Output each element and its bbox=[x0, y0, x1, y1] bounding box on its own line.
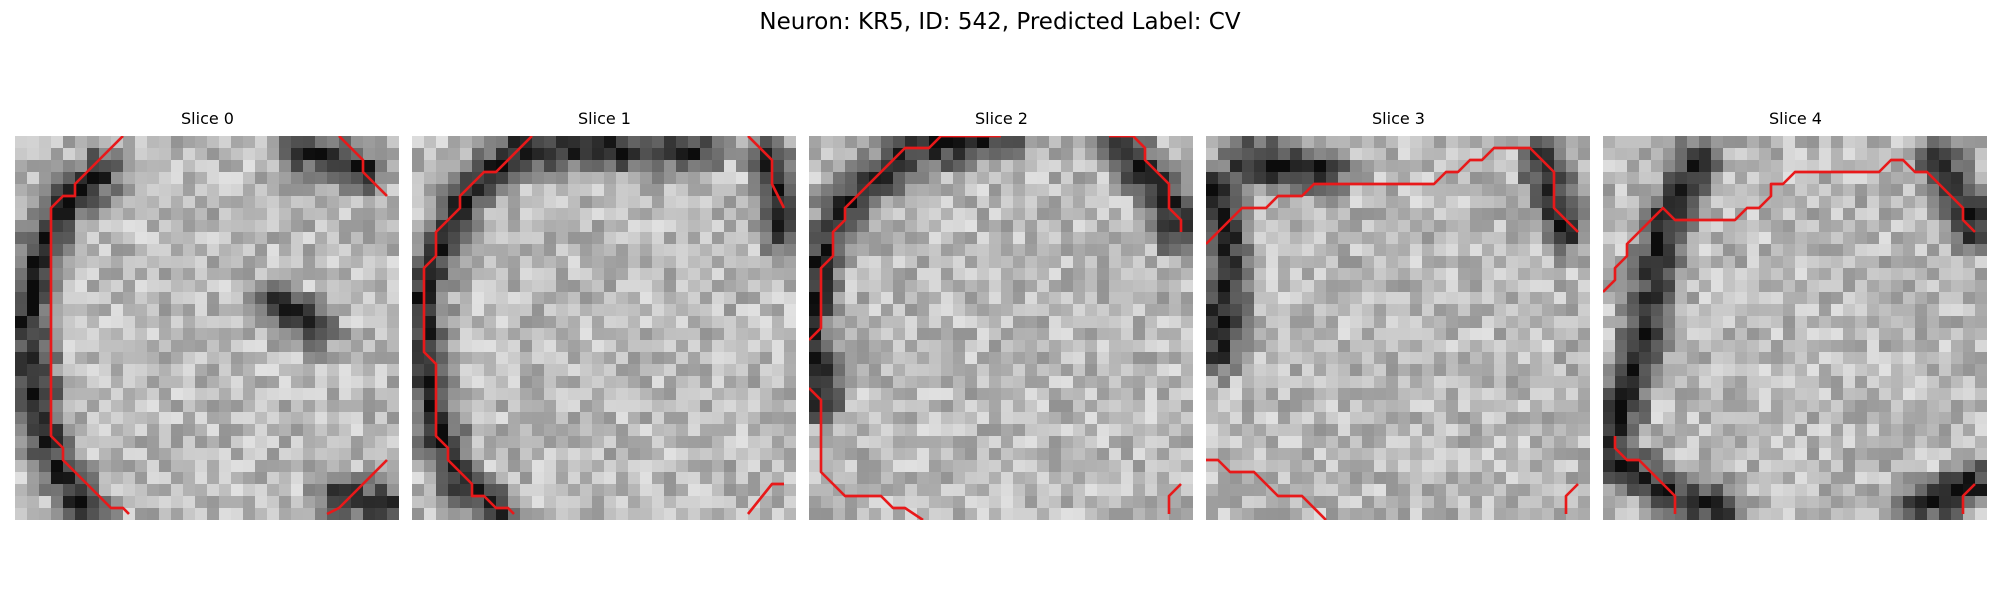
contour-line bbox=[338, 136, 388, 197]
figure-title: Neuron: KR5, ID: 542, Predicted Label: C… bbox=[759, 9, 1241, 35]
contour-line bbox=[1613, 436, 1677, 514]
slice-image bbox=[15, 136, 399, 520]
contour-line bbox=[809, 136, 1001, 341]
slice-pixels bbox=[1603, 136, 1987, 520]
contour-line bbox=[1206, 458, 1327, 520]
slice-title: Slice 2 bbox=[975, 109, 1028, 128]
slice-panel-4: Slice 4 bbox=[1603, 108, 1988, 520]
contour-line bbox=[809, 387, 924, 520]
slice-panel-0: Slice 0 bbox=[15, 108, 400, 520]
contour-line bbox=[1109, 136, 1183, 232]
slice-title: Slice 4 bbox=[1769, 109, 1822, 128]
slice-image bbox=[1206, 136, 1590, 520]
contour-line bbox=[746, 482, 784, 515]
slice-image bbox=[1603, 136, 1987, 520]
slice-panel-1: Slice 1 bbox=[412, 108, 797, 520]
contour-line bbox=[747, 136, 786, 209]
slice-pixels bbox=[1206, 136, 1590, 520]
contour-line bbox=[1167, 483, 1182, 514]
contour-line bbox=[1564, 483, 1579, 514]
contour-line bbox=[49, 136, 130, 515]
slice-pixels bbox=[15, 136, 399, 520]
contour-line bbox=[422, 136, 533, 515]
slice-panel-3: Slice 3 bbox=[1206, 108, 1591, 520]
slice-pixels bbox=[809, 136, 1193, 520]
slice-panel-2: Slice 2 bbox=[809, 108, 1194, 520]
contour-line bbox=[1961, 483, 1976, 514]
slice-title: Slice 0 bbox=[181, 109, 234, 128]
slice-pixels bbox=[412, 136, 796, 520]
contour-line bbox=[326, 459, 388, 516]
slice-image bbox=[412, 136, 796, 520]
slice-image bbox=[809, 136, 1193, 520]
contour-line bbox=[1206, 146, 1579, 245]
contour-line bbox=[1603, 158, 1976, 293]
slice-title: Slice 3 bbox=[1372, 109, 1425, 128]
slice-title: Slice 1 bbox=[578, 109, 631, 128]
